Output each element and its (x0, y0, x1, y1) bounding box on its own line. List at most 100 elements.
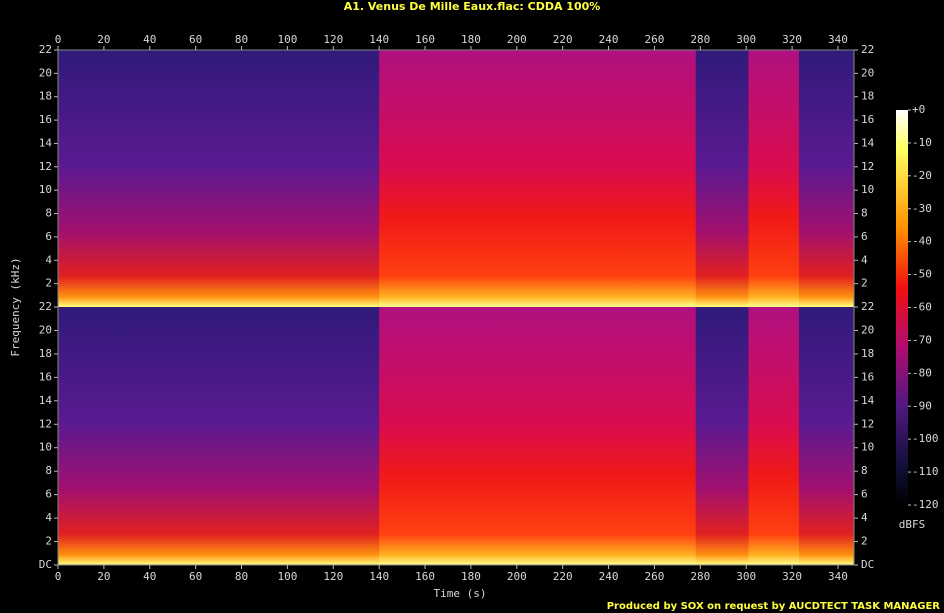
y-tick-label: 10 (39, 183, 52, 196)
x-tick-label: 180 (461, 570, 481, 583)
y-tick-label: 18 (39, 90, 52, 103)
y-tick-label: 8 (861, 464, 868, 477)
y-tick-label: 22 (39, 43, 52, 56)
y-tick-label: 16 (861, 370, 874, 383)
y-tick-label: 6 (861, 488, 868, 501)
x-tick-label: 240 (599, 570, 619, 583)
y-tick-label: 4 (45, 511, 52, 524)
y-tick-label: 6 (45, 230, 52, 243)
x-tick-label: 40 (143, 33, 156, 46)
footer: Produced by SOX on request by AUCDTECT T… (607, 601, 941, 612)
x-tick-label: 20 (97, 33, 110, 46)
x-tick-label: 0 (55, 33, 62, 46)
x-axis-label: Time (s) (434, 587, 487, 600)
y-tick-label: 20 (39, 323, 52, 336)
y-tick-label: 20 (861, 323, 874, 336)
colorbar-tick-label: -70 (912, 333, 932, 346)
x-tick-label: 260 (644, 570, 664, 583)
y-tick-label: 10 (861, 183, 874, 196)
colorbar-tick-label: -90 (912, 399, 932, 412)
y-tick-label: 22 (39, 300, 52, 313)
y-tick-label: 18 (861, 347, 874, 360)
x-tick-label: 100 (277, 570, 297, 583)
y-tick-label: DC (39, 558, 52, 571)
y-tick-label: 16 (861, 113, 874, 126)
colorbar-tick-label: -30 (912, 202, 932, 215)
colorbar-tick-label: -50 (912, 268, 932, 281)
loud-section (379, 307, 696, 565)
y-tick-label: 16 (39, 113, 52, 126)
y-tick-label: 4 (45, 253, 52, 266)
y-tick-label: 20 (861, 66, 874, 79)
x-tick-label: 220 (553, 33, 573, 46)
x-tick-label: 180 (461, 33, 481, 46)
x-tick-label: 160 (415, 570, 435, 583)
colorbar-tick-label: -20 (912, 169, 932, 182)
x-tick-label: 320 (782, 33, 802, 46)
colorbar-tick-label: +0 (912, 103, 925, 116)
y-tick-label: 14 (861, 136, 875, 149)
x-tick-label: 20 (97, 570, 110, 583)
x-tick-label: 140 (369, 570, 389, 583)
x-tick-label: 100 (277, 33, 297, 46)
y-tick-label: 16 (39, 370, 52, 383)
colorbar-tick-label: -10 (912, 136, 932, 149)
x-tick-label: 300 (736, 33, 756, 46)
y-tick-label: DC (861, 558, 874, 571)
y-tick-label: 2 (45, 277, 52, 290)
plot-frame (57, 49, 855, 566)
x-tick-label: 80 (235, 570, 248, 583)
x-tick-label: 40 (143, 570, 156, 583)
x-tick-label: 200 (507, 33, 527, 46)
x-tick-label: 340 (828, 570, 848, 583)
x-tick-label: 0 (55, 570, 62, 583)
colorbar-label: dBFS (899, 518, 926, 531)
x-tick-label: 280 (690, 570, 710, 583)
loud-section (379, 50, 696, 307)
x-tick-label: 240 (599, 33, 619, 46)
colorbar-tick-label: -60 (912, 301, 932, 314)
y-tick-label: 2 (861, 277, 868, 290)
x-tick-label: 300 (736, 570, 756, 583)
y-tick-label: 8 (861, 207, 868, 220)
y-tick-label: 8 (45, 207, 52, 220)
x-tick-label: 340 (828, 33, 848, 46)
y-tick-label: 10 (39, 441, 52, 454)
y-tick-label: 18 (861, 90, 874, 103)
loud-section (748, 307, 799, 565)
y-tick-label: 14 (39, 136, 53, 149)
x-tick-label: 200 (507, 570, 527, 583)
loud-section (748, 50, 799, 307)
y-tick-label: 22 (861, 43, 874, 56)
y-tick-label: 2 (861, 535, 868, 548)
y-tick-label: 6 (861, 230, 868, 243)
y-tick-label: 14 (39, 394, 53, 407)
x-tick-label: 160 (415, 33, 435, 46)
x-tick-label: 280 (690, 33, 710, 46)
colorbar-tick-label: -120 (912, 498, 939, 511)
colorbar-tick-label: -100 (912, 432, 939, 445)
colorbar-tick-label: -80 (912, 366, 932, 379)
colorbar (896, 110, 908, 505)
colorbar-tick-label: -40 (912, 235, 932, 248)
y-axis-label: Frequency (kHz) (9, 257, 22, 356)
y-tick-label: 22 (861, 300, 874, 313)
x-tick-label: 60 (189, 33, 202, 46)
y-tick-label: 12 (39, 160, 52, 173)
y-tick-label: 14 (861, 394, 875, 407)
x-tick-label: 80 (235, 33, 248, 46)
y-tick-label: 20 (39, 66, 52, 79)
y-tick-label: 10 (861, 441, 874, 454)
chart-title: A1. Venus De Mille Eaux.flac: CDDA 100% (344, 0, 601, 13)
x-tick-label: 260 (644, 33, 664, 46)
y-tick-label: 4 (861, 511, 868, 524)
colorbar-tick-label: -110 (912, 465, 939, 478)
x-tick-label: 120 (323, 33, 343, 46)
y-tick-label: 8 (45, 464, 52, 477)
x-tick-label: 140 (369, 33, 389, 46)
y-tick-label: 2 (45, 535, 52, 548)
y-tick-label: 18 (39, 347, 52, 360)
x-tick-label: 120 (323, 570, 343, 583)
